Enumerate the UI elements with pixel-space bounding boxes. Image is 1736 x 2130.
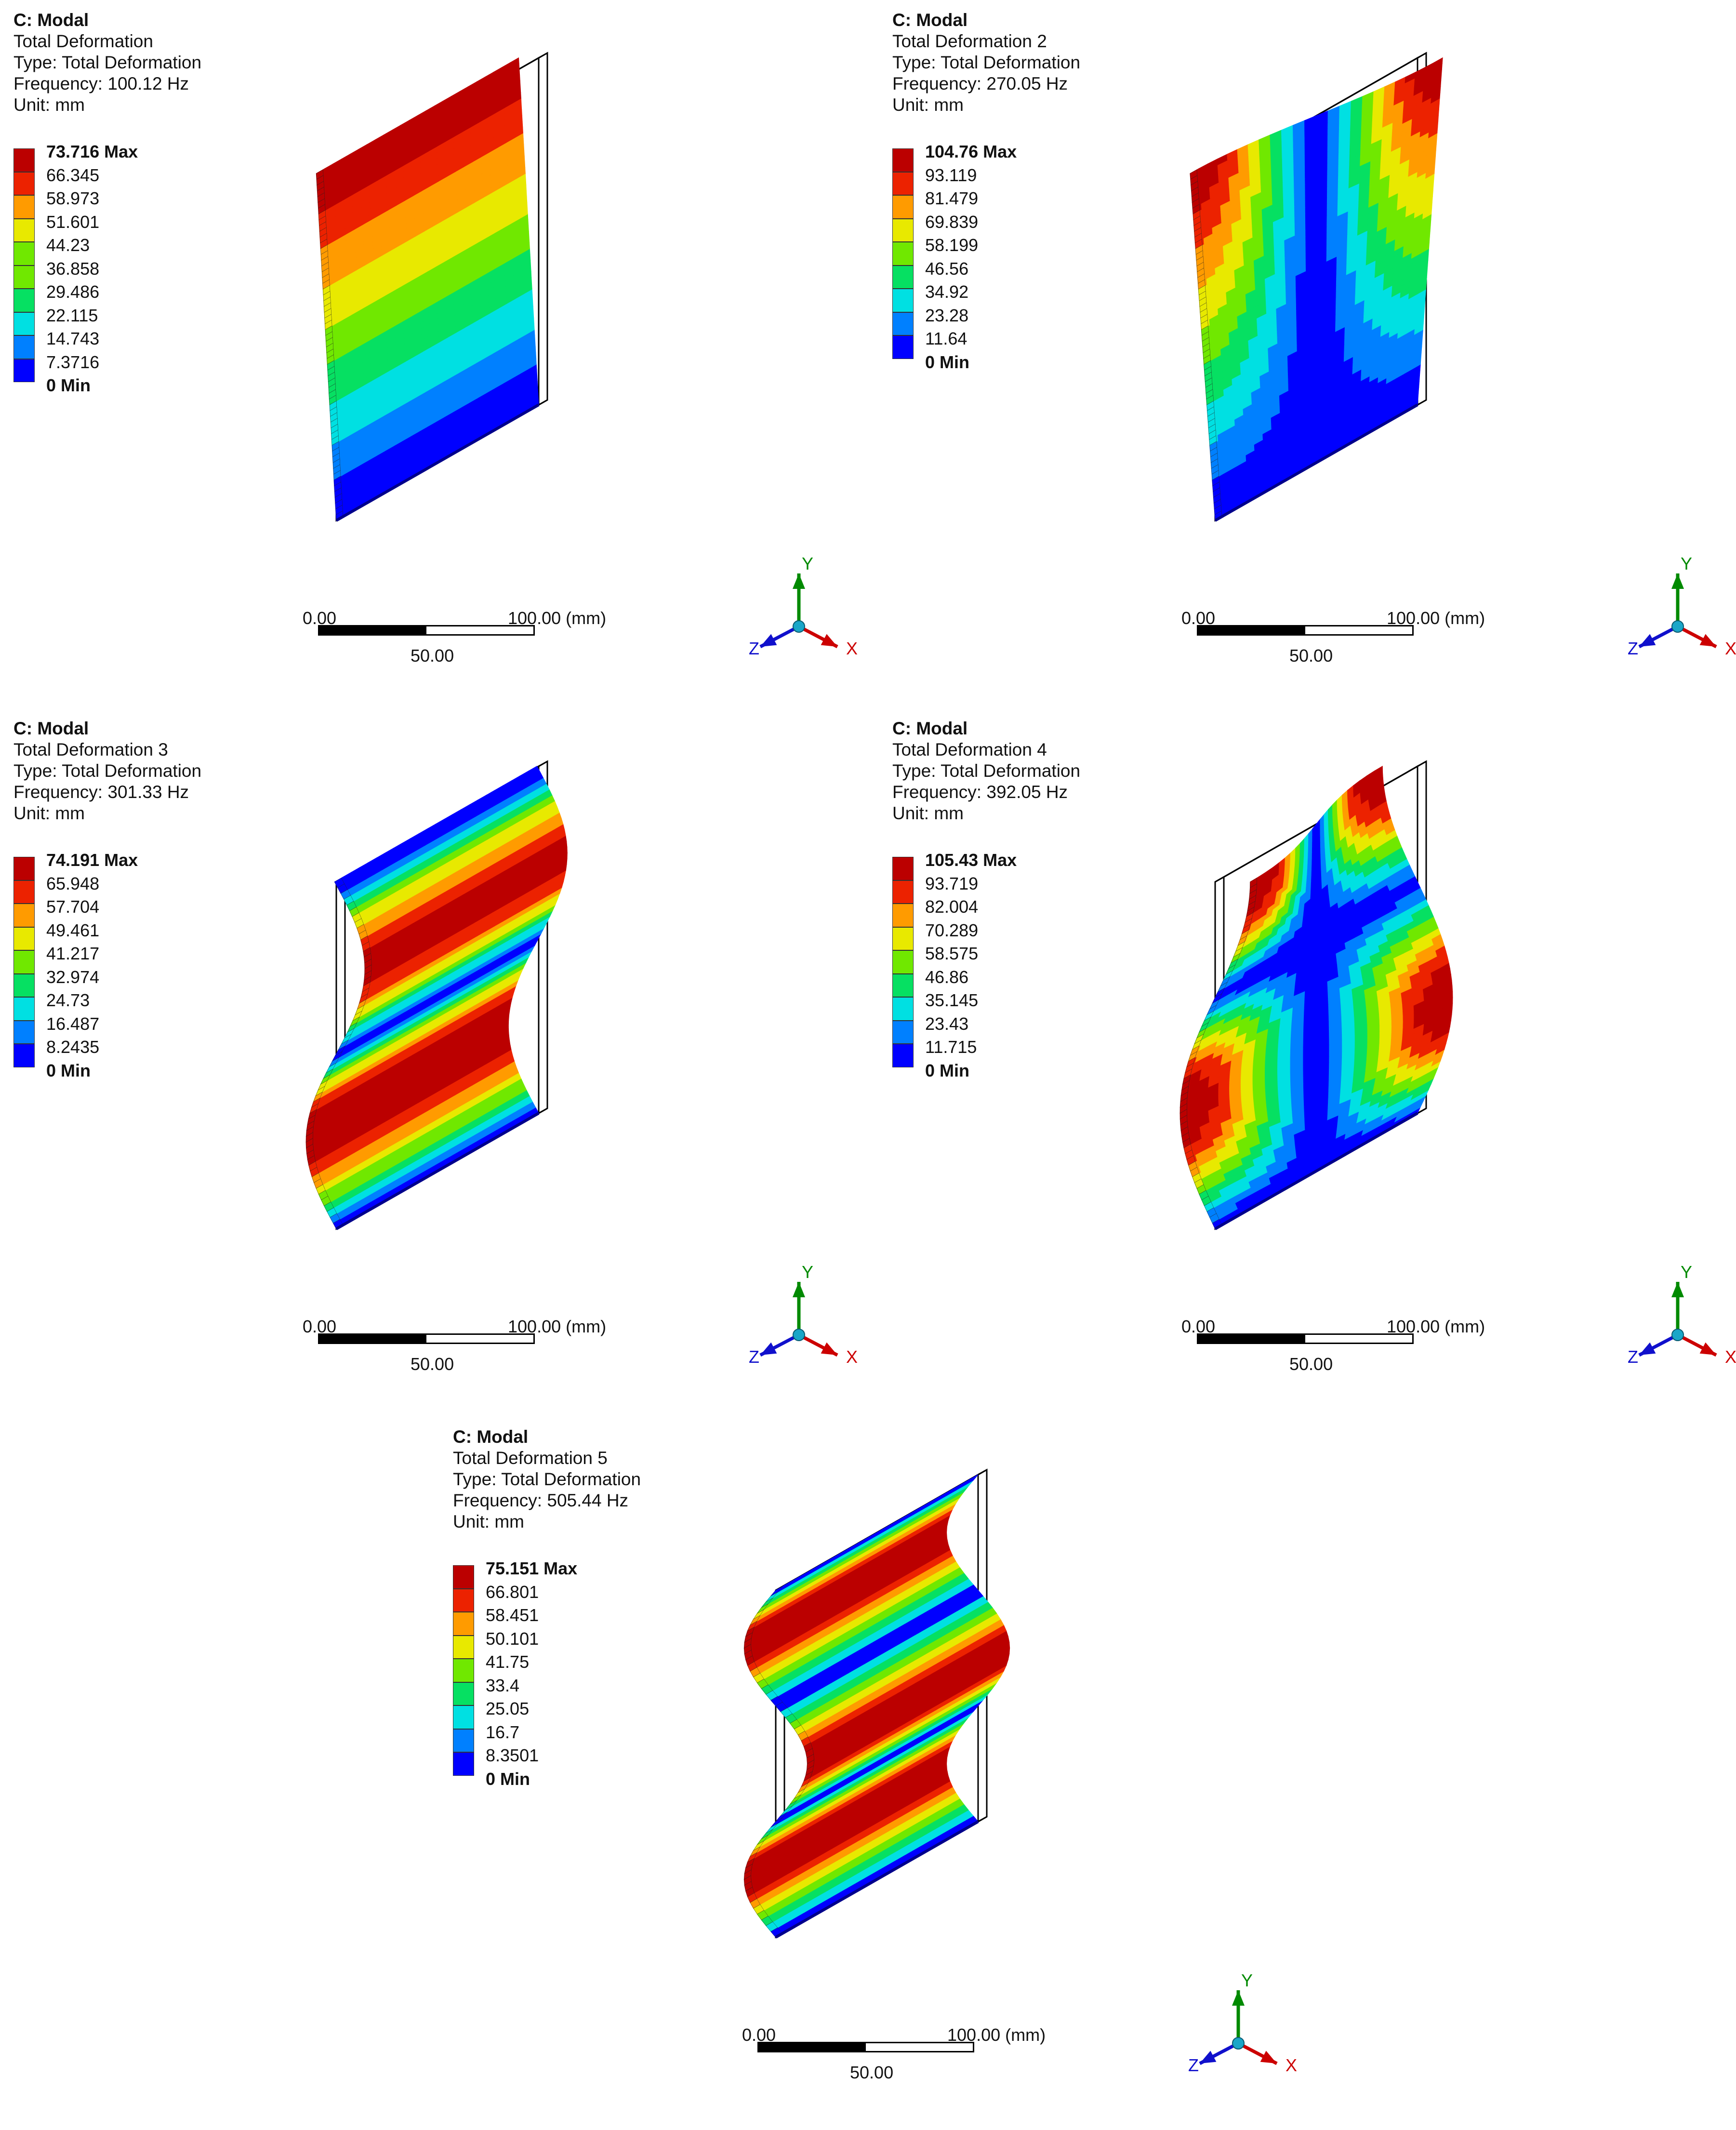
z-axis: Z bbox=[749, 626, 799, 658]
z-axis: Z bbox=[1628, 626, 1678, 658]
scale-ruler bbox=[318, 1333, 535, 1344]
scale-ruler bbox=[1197, 625, 1414, 636]
mode-panel-2: C: Modal Total Deformation 2 Type: Total… bbox=[892, 10, 1736, 713]
x-axis-label: X bbox=[1725, 1347, 1736, 1367]
triad-origin bbox=[793, 1329, 805, 1341]
z-axis: Z bbox=[1188, 2043, 1238, 2075]
z-axis-label: Z bbox=[1628, 1347, 1638, 1367]
mode-panel-1: C: Modal Total Deformation Type: Total D… bbox=[13, 10, 881, 713]
y-axis-label: Y bbox=[1681, 554, 1692, 573]
z-axis: Z bbox=[1628, 1335, 1678, 1367]
z-axis: Z bbox=[749, 1335, 799, 1367]
x-axis-label: X bbox=[1725, 639, 1736, 658]
y-axis-label: Y bbox=[1241, 1971, 1253, 1990]
axis-triad: Y X Z bbox=[1605, 554, 1736, 660]
z-axis-label: Z bbox=[1628, 639, 1638, 658]
x-axis-label: X bbox=[846, 1347, 858, 1367]
x-axis: X bbox=[1238, 2043, 1297, 2075]
x-axis-label: X bbox=[846, 639, 858, 658]
contour-mesh bbox=[1180, 766, 1453, 1229]
scale-mid: 50.00 bbox=[1289, 1354, 1333, 1374]
y-axis: Y bbox=[793, 1263, 813, 1335]
triad-origin bbox=[1672, 621, 1683, 632]
axis-triad: Y X Z bbox=[1166, 1971, 1311, 2077]
y-axis: Y bbox=[1232, 1971, 1253, 2043]
mode-panel-4: C: Modal Total Deformation 4 Type: Total… bbox=[892, 718, 1736, 1422]
y-axis-label: Y bbox=[802, 1263, 813, 1282]
x-axis: X bbox=[799, 626, 858, 658]
triad-origin bbox=[793, 621, 805, 632]
x-axis: X bbox=[1678, 1335, 1736, 1367]
scale-mid: 50.00 bbox=[850, 2063, 893, 2083]
z-axis-label: Z bbox=[749, 639, 759, 658]
axis-triad: Y X Z bbox=[727, 1263, 871, 1369]
y-axis: Y bbox=[1671, 554, 1692, 626]
axis-triad: Y X Z bbox=[1605, 1263, 1736, 1369]
triad-origin bbox=[1232, 2037, 1244, 2049]
x-axis-label: X bbox=[1285, 2055, 1297, 2075]
scale-ruler bbox=[757, 2042, 974, 2052]
scale-ruler bbox=[318, 625, 535, 636]
mode-panel-3: C: Modal Total Deformation 3 Type: Total… bbox=[13, 718, 881, 1422]
y-axis-label: Y bbox=[1681, 1263, 1692, 1282]
mode-panel-5: C: Modal Total Deformation 5 Type: Total… bbox=[453, 1426, 1320, 2130]
scale-mid: 50.00 bbox=[411, 1354, 454, 1374]
contour-mesh bbox=[316, 58, 539, 520]
x-axis: X bbox=[799, 1335, 858, 1367]
y-axis: Y bbox=[1671, 1263, 1692, 1335]
x-axis: X bbox=[1678, 626, 1736, 658]
z-axis-label: Z bbox=[1188, 2055, 1199, 2075]
axis-triad: Y X Z bbox=[727, 554, 871, 660]
scale-mid: 50.00 bbox=[1289, 646, 1333, 666]
scale-ruler bbox=[1197, 1333, 1414, 1344]
y-axis: Y bbox=[793, 554, 813, 626]
triad-origin bbox=[1672, 1329, 1683, 1341]
scale-mid: 50.00 bbox=[411, 646, 454, 666]
contour-mesh bbox=[1190, 58, 1443, 520]
z-axis-label: Z bbox=[749, 1347, 759, 1367]
y-axis-label: Y bbox=[802, 554, 813, 573]
